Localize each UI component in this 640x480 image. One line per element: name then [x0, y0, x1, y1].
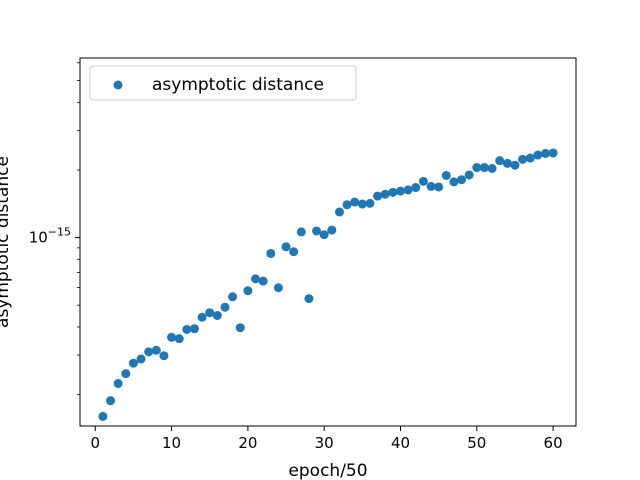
- x-tick-label: 0: [90, 434, 100, 452]
- data-point: [212, 311, 222, 320]
- data-point: [128, 358, 138, 368]
- data-point: [495, 156, 505, 166]
- x-tick-label: 30: [315, 434, 334, 452]
- data-point: [411, 183, 421, 193]
- data-point: [167, 332, 177, 342]
- data-point: [106, 396, 116, 406]
- data-point: [273, 283, 283, 293]
- data-point: [319, 230, 329, 240]
- data-point: [441, 170, 451, 180]
- data-point: [434, 182, 444, 192]
- data-point: [258, 276, 268, 286]
- x-tick-label: 10: [162, 434, 181, 452]
- y-axis: 10−15: [29, 62, 80, 396]
- data-point: [426, 181, 436, 191]
- x-tick-label: 50: [467, 434, 486, 452]
- data-point: [334, 207, 344, 217]
- data-point: [518, 154, 528, 164]
- data-point: [205, 308, 215, 318]
- x-tick-label: 60: [544, 434, 563, 452]
- data-point: [113, 379, 123, 389]
- data-point: [388, 187, 398, 197]
- data-points: [98, 148, 558, 421]
- data-point: [510, 160, 520, 170]
- data-point: [98, 411, 108, 421]
- x-axis: 0 10 20 30 40 50 60: [90, 426, 563, 452]
- data-point: [136, 354, 146, 364]
- data-point: [472, 163, 482, 173]
- data-point: [357, 199, 367, 209]
- data-point: [289, 247, 299, 257]
- data-point: [487, 164, 497, 173]
- data-point: [266, 248, 276, 258]
- data-point: [418, 176, 428, 186]
- data-point: [251, 274, 261, 284]
- data-point: [159, 351, 169, 361]
- legend-label: asymptotic distance: [152, 75, 324, 95]
- x-tick-label: 40: [391, 434, 410, 452]
- data-point: [281, 242, 291, 252]
- data-point: [548, 148, 558, 158]
- data-point: [304, 294, 314, 304]
- data-point: [327, 225, 337, 235]
- data-point: [380, 189, 390, 199]
- data-point: [121, 369, 131, 379]
- data-point: [533, 150, 543, 160]
- data-point: [243, 286, 253, 296]
- data-point: [464, 170, 474, 180]
- x-axis-label: epoch/50: [288, 461, 367, 480]
- data-point: [540, 148, 550, 158]
- legend: asymptotic distance: [89, 65, 357, 101]
- data-point: [525, 153, 535, 163]
- data-point: [296, 227, 306, 237]
- plot-area-frame: [79, 57, 577, 427]
- data-point: [197, 312, 207, 322]
- y-tick-label: 10−15: [29, 226, 71, 247]
- data-point: [373, 191, 383, 201]
- legend-marker: [113, 80, 123, 90]
- y-axis-label: asymptotic distance: [0, 156, 13, 328]
- data-point: [342, 200, 352, 210]
- data-point: [457, 175, 467, 185]
- data-point: [144, 347, 154, 357]
- data-point: [182, 324, 192, 334]
- data-point: [502, 158, 512, 168]
- data-point: [189, 324, 199, 334]
- data-point: [479, 163, 489, 173]
- data-point: [365, 198, 375, 208]
- data-point: [228, 292, 238, 302]
- data-point: [350, 197, 360, 207]
- data-point: [312, 226, 322, 236]
- legend-box: [89, 65, 357, 101]
- data-point: [403, 185, 413, 195]
- data-point: [220, 302, 230, 312]
- data-point: [395, 186, 405, 196]
- data-point: [235, 323, 245, 333]
- data-point: [449, 177, 459, 187]
- data-point: [174, 334, 184, 344]
- data-point: [151, 345, 161, 355]
- x-tick-label: 20: [238, 434, 257, 452]
